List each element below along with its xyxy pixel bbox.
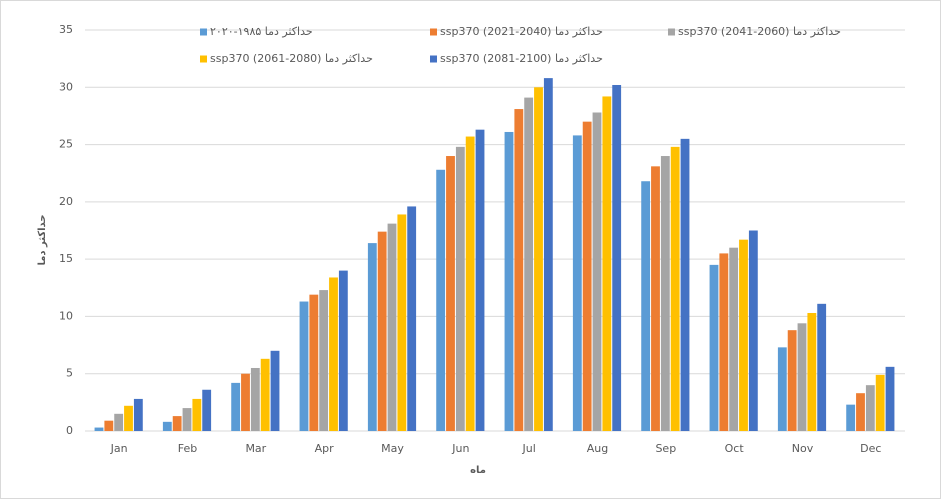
bar	[777, 347, 787, 431]
y-tick-label: 35	[59, 23, 73, 36]
bar	[729, 247, 739, 431]
bar	[660, 156, 670, 431]
bar	[534, 87, 543, 432]
bar	[465, 136, 475, 431]
bar	[367, 243, 377, 431]
y-tick-label: 15	[59, 252, 73, 265]
x-tick-label: Sep	[655, 442, 676, 455]
legend-swatch	[430, 28, 437, 36]
bar	[797, 323, 807, 431]
bar	[241, 373, 250, 431]
bar	[250, 367, 260, 431]
bar	[162, 421, 172, 431]
bar	[260, 358, 270, 431]
bar	[114, 413, 124, 431]
bar	[719, 253, 729, 431]
bar	[680, 138, 690, 432]
bar	[807, 312, 817, 431]
bar	[817, 303, 827, 431]
legend-swatch	[200, 55, 207, 63]
bar	[299, 301, 309, 431]
bar	[182, 408, 192, 431]
bar	[514, 109, 524, 431]
bar	[309, 294, 319, 431]
x-tick-label: Feb	[178, 442, 197, 455]
bar	[124, 405, 133, 431]
bar	[338, 270, 348, 431]
y-tick-label: 30	[59, 80, 73, 93]
bar	[94, 427, 104, 431]
bar	[787, 330, 797, 431]
legend-swatch	[668, 28, 675, 36]
bar	[172, 416, 182, 431]
x-tick-label: May	[381, 442, 404, 455]
bar	[670, 146, 680, 431]
bar	[329, 277, 338, 431]
bar	[543, 78, 553, 432]
bar	[377, 231, 387, 431]
bar	[133, 398, 143, 431]
bar	[865, 385, 875, 431]
bar	[875, 374, 885, 431]
x-tick-label: Oct	[725, 442, 745, 455]
x-tick-label: Apr	[315, 442, 335, 455]
y-tick-label: 10	[59, 309, 73, 322]
bar	[407, 206, 417, 431]
bar	[475, 129, 485, 432]
legend-swatch	[200, 28, 207, 36]
bar	[319, 290, 329, 431]
bar	[504, 131, 514, 431]
x-tick-label: Mar	[245, 442, 266, 455]
bar	[455, 146, 465, 431]
bar	[446, 156, 455, 431]
bar	[592, 112, 602, 432]
x-tick-label: Jan	[110, 442, 128, 455]
bar	[612, 84, 622, 431]
y-tick-label: 20	[59, 195, 73, 208]
y-tick-label: 5	[66, 367, 73, 380]
bar	[192, 398, 202, 431]
legend-label: حداکثر دما ۱۹۸۵-۲۰۲۰	[210, 25, 313, 38]
bar	[846, 404, 856, 431]
bar	[748, 230, 758, 431]
x-axis-label: ماه	[470, 465, 486, 476]
x-tick-label: Dec	[860, 442, 881, 455]
bar	[397, 214, 407, 431]
bar	[436, 169, 446, 431]
x-tick-label: Jun	[451, 442, 469, 455]
bar	[885, 366, 895, 431]
legend-label: ssp370 (2021-2040) حداکثر دما	[440, 25, 603, 38]
legend-label: ssp370 (2061-2080) حداکثر دما	[210, 52, 373, 65]
x-tick-label: Nov	[792, 442, 814, 455]
bar	[572, 135, 582, 432]
bar	[231, 382, 241, 431]
x-tick-label: Jul	[522, 442, 536, 455]
bar	[651, 166, 660, 431]
bar	[856, 393, 865, 431]
bar	[270, 350, 280, 431]
x-tick-label: Aug	[587, 442, 608, 455]
y-tick-label: 0	[66, 424, 73, 437]
bar	[202, 389, 212, 431]
bar	[709, 264, 719, 431]
bar	[104, 420, 114, 431]
bar	[739, 239, 748, 431]
legend-label: ssp370 (2081-2100) حداکثر دما	[440, 52, 603, 65]
y-tick-label: 25	[59, 138, 73, 151]
legend-label: ssp370 (2041-2060) حداکثر دما	[678, 25, 841, 38]
y-axis-label: حداکثر دما	[37, 214, 48, 265]
bar	[524, 97, 534, 432]
bar	[641, 181, 651, 431]
bar	[602, 96, 612, 432]
legend-swatch	[430, 55, 437, 63]
bar	[387, 223, 397, 431]
bar	[582, 121, 592, 432]
